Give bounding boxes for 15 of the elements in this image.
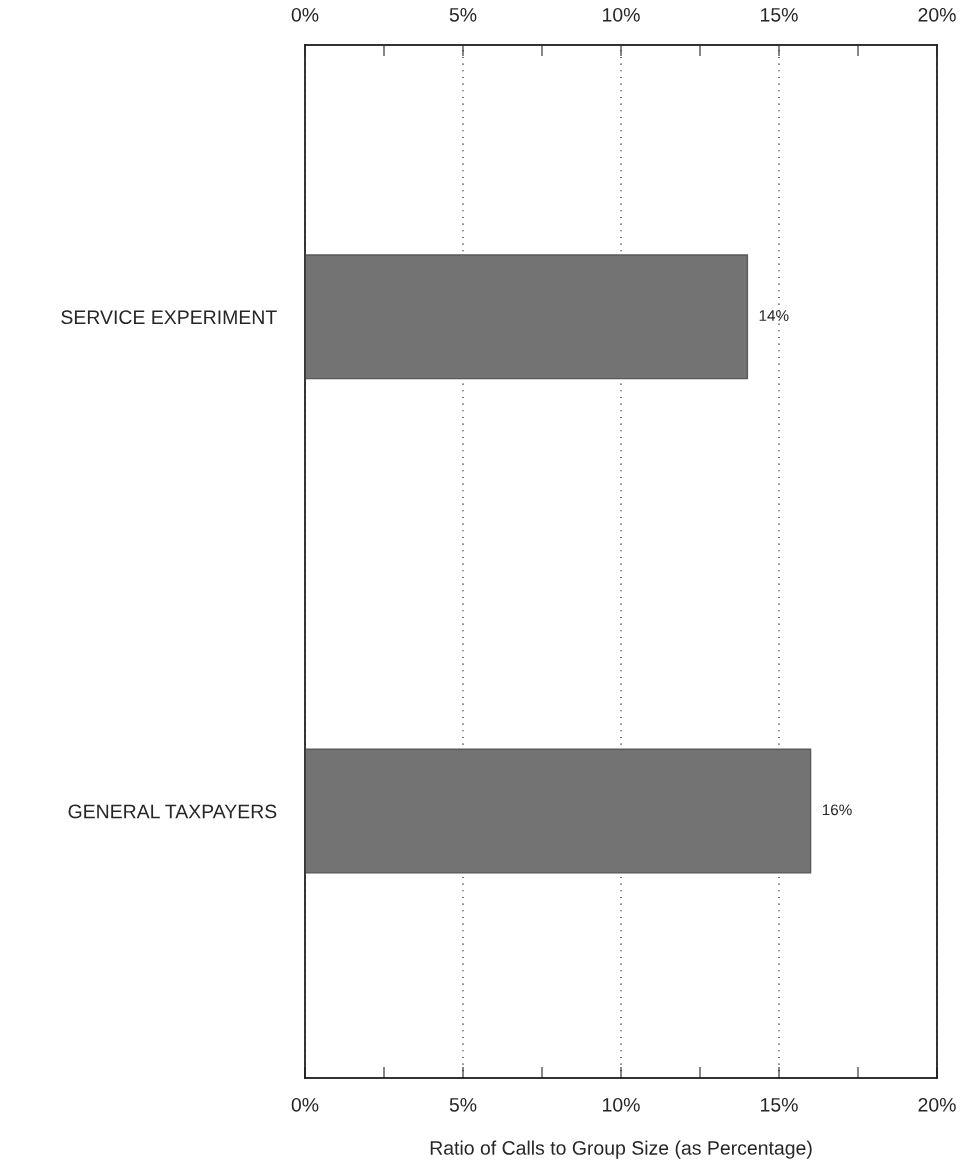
- x-tick-label: 15%: [761, 1098, 798, 1112]
- x-axis-title: Ratio of Calls to Group Size (as Percentage): [430, 1140, 812, 1159]
- x-tick-label: 10%: [603, 1097, 640, 1112]
- data-label: 14%: [759, 310, 789, 321]
- y-tick-label: SERVICE EXPERIMENT: [61, 310, 277, 325]
- x2-tick-label: 0%: [291, 7, 319, 22]
- x2-tick-label: 20%: [918, 7, 956, 22]
- x-tick-label: 20%: [918, 1097, 956, 1112]
- x2-tick-label: 5%: [449, 8, 477, 22]
- x-tick-label: 0%: [291, 1097, 319, 1112]
- data-label: 16%: [822, 804, 852, 816]
- x2-tick-label: 15%: [761, 8, 798, 22]
- x2-tick-label: 10%: [603, 7, 640, 22]
- y-tick-label: GENERAL TAXPAYERS: [68, 804, 277, 819]
- x-tick-label: 5%: [449, 1098, 477, 1112]
